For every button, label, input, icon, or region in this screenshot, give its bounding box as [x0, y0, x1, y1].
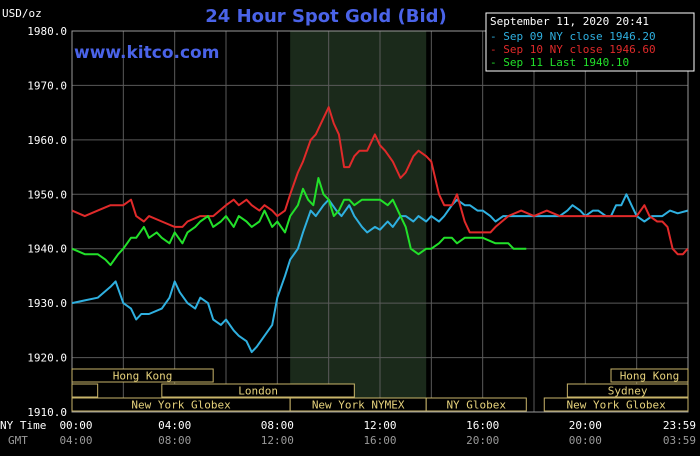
- series-line-2: [71, 106, 689, 256]
- x-tick-label-ny: 08:00: [261, 419, 294, 432]
- plot-frame: [71, 30, 689, 413]
- session-label: Hong Kong: [620, 370, 680, 383]
- chart-title: 24 Hour Spot Gold (Bid): [205, 6, 446, 27]
- x-tick-label-gmt: 08:00: [158, 434, 191, 447]
- session-label: London: [238, 385, 278, 398]
- x-tick-label-gmt: 12:00: [261, 434, 294, 447]
- legend: September 11, 2020 20:41 - Sep 09 NY clo…: [485, 12, 695, 72]
- y-tick-label: 1980.0: [27, 25, 67, 38]
- session-box: [425, 397, 527, 412]
- session-label: Sydney: [608, 385, 648, 398]
- y-tick-label: 1940.0: [27, 243, 67, 256]
- x-tick-label-gmt: 16:00: [363, 434, 396, 447]
- session-box: [610, 368, 689, 383]
- session-box: [566, 383, 689, 398]
- y-tick-label: 1970.0: [27, 79, 67, 92]
- session-box: [71, 368, 214, 383]
- session-box: [161, 383, 355, 398]
- y-tick-label: 1930.0: [27, 297, 67, 310]
- legend-item-3: - Sep 11 Last 1940.10: [490, 56, 629, 69]
- x-tick-label-ny: 23:59: [663, 419, 696, 432]
- x-tick-label-gmt: 20:00: [466, 434, 499, 447]
- x-tick-label-ny: 20:00: [569, 419, 602, 432]
- x-tick-label-ny: 12:00: [363, 419, 396, 432]
- y-axis-unit-label: USD/oz: [2, 7, 42, 20]
- x-axis-ny-row-label: NY Time: [0, 419, 46, 432]
- x-tick-label-ny: 04:00: [158, 419, 191, 432]
- legend-timestamp: September 11, 2020 20:41: [490, 15, 649, 28]
- x-tick-label-gmt: 00:00: [569, 434, 602, 447]
- x-axis-gmt-row-label: GMT: [8, 434, 28, 447]
- x-tick-label-gmt: 04:00: [59, 434, 92, 447]
- session-label: Hong Kong: [113, 370, 173, 383]
- x-tick-label-ny: 00:00: [59, 419, 92, 432]
- series-line-1: [71, 193, 688, 354]
- legend-item-1: - Sep 09 NY close 1946.20: [490, 30, 656, 43]
- y-tick-label: 1910.0: [27, 406, 67, 419]
- series-line-3: [71, 177, 527, 266]
- session-box: [71, 383, 99, 398]
- session-label: New York NYMEX: [312, 399, 405, 412]
- session-label: New York Globex: [131, 399, 231, 412]
- x-tick-label-gmt: 03:59: [663, 434, 696, 447]
- session-box: [543, 397, 689, 412]
- y-tick-label: 1960.0: [27, 134, 67, 147]
- y-tick-label: 1950.0: [27, 188, 67, 201]
- x-tick-label-ny: 16:00: [466, 419, 499, 432]
- watermark-url: www.kitco.com: [74, 43, 219, 63]
- session-label: New York Globex: [566, 399, 666, 412]
- session-label: NY Globex: [446, 399, 506, 412]
- y-tick-label: 1920.0: [27, 352, 67, 365]
- legend-item-2: - Sep 10 NY close 1946.60: [490, 43, 656, 56]
